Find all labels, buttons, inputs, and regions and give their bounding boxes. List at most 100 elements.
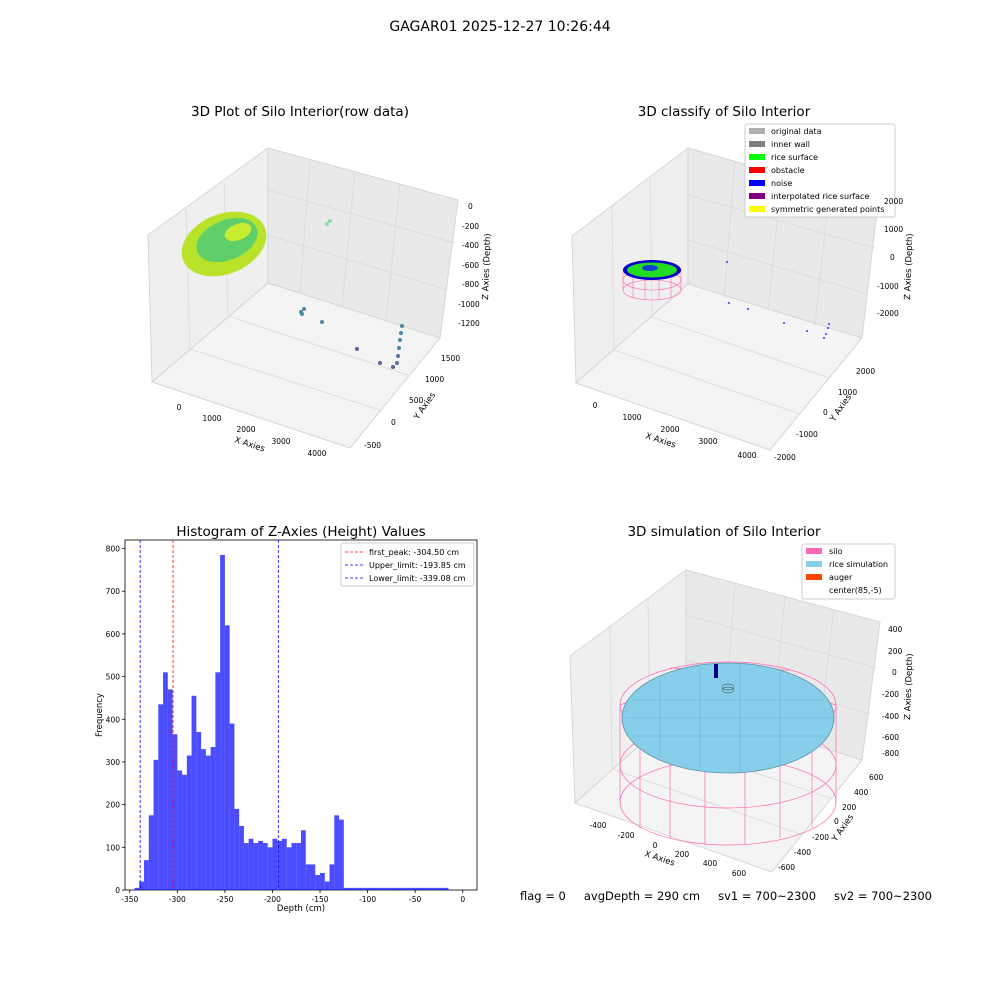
panel2-legend-box	[744, 123, 896, 218]
legend-swatch-auger	[806, 574, 822, 580]
panel1-x-ticks: 0 1000 2000 3000 4000	[177, 403, 327, 458]
panel1-ytick: 0	[391, 418, 396, 427]
histogram-ytick-label: 100	[106, 843, 121, 852]
panel2-ztick: 2000	[884, 197, 903, 206]
panel2-floor-pane	[575, 283, 863, 451]
legend-label-center: center(85,-5)	[829, 586, 882, 595]
panel2-zlabel: Z Axies (Depth)	[903, 233, 915, 300]
histogram-bar	[429, 887, 435, 890]
panel-histogram: Histogram of Z-Axies (Height) Values -35…	[95, 524, 478, 914]
panel1-ytick: 1500	[441, 354, 460, 363]
legend-label-rice-simulation: rice simulation	[829, 560, 888, 569]
histogram-bar	[305, 864, 311, 890]
panel1-ztick: -1200	[458, 319, 480, 328]
histogram-bar	[277, 840, 282, 890]
histogram-bar	[362, 887, 368, 890]
panel2-ytick: 0	[823, 408, 828, 417]
histogram-bar	[381, 887, 387, 890]
histogram-bar	[291, 843, 297, 890]
histogram-bar	[329, 864, 335, 890]
histogram-bar	[410, 887, 416, 890]
histogram-bar	[267, 847, 273, 890]
panel1-ytick: -500	[364, 441, 381, 450]
histogram-x-ticks: -350 -300 -250 -200 -150 -100 -50 0	[121, 890, 465, 904]
panel2-ztick: 1000	[884, 225, 903, 234]
panel1-title: 3D Plot of Silo Interior(row data)	[191, 104, 409, 120]
panel2-y-ticks: -2000 -1000 0 1000 2000	[774, 367, 875, 462]
panel2-ylabel: Y Axies	[828, 392, 855, 424]
histogram-ytick-label: 700	[106, 587, 121, 596]
panel4-ztick: 200	[888, 647, 903, 656]
histogram-bar	[281, 838, 287, 890]
histogram-ytick-label: 300	[106, 758, 121, 767]
legend-label-auger: auger	[829, 573, 853, 582]
histogram-legend-label: Lower_limit: -339.08 cm	[369, 574, 466, 583]
panel4-ytick: 0	[834, 817, 839, 826]
histogram-xtick-label: -300	[169, 895, 186, 904]
histogram-bar	[220, 554, 225, 890]
legend-swatch-inner-wall	[749, 141, 765, 147]
legend-swatch-rice-surface	[749, 154, 765, 160]
legend-swatch-silo	[806, 548, 822, 554]
histogram-bar	[215, 672, 221, 890]
panel2-ztick: -1000	[877, 282, 899, 291]
histogram-bar	[348, 887, 354, 890]
panel4-auger-coil	[721, 683, 735, 694]
histogram-bar	[296, 843, 301, 890]
histogram-ytick-label: 800	[106, 545, 121, 554]
panel4-legend: silo rice simulation auger center(85,-5)	[801, 543, 896, 600]
histogram-bar	[315, 875, 321, 890]
histogram-xtick-label: -150	[312, 895, 329, 904]
histogram-legend-label: Upper_limit: -193.85 cm	[369, 561, 466, 570]
panel2-xtick: 0	[593, 401, 598, 410]
panel2-ytick: 1000	[838, 388, 857, 397]
panel1-z-ticks: 0 -200 -400 -600 -800 -1000 -1200	[458, 202, 480, 328]
panel1-xtick: 0	[177, 403, 182, 412]
panel2-ytick: -2000	[774, 453, 796, 462]
legend-swatch-noise	[749, 180, 765, 186]
legend-label-rice-surface: rice surface	[771, 153, 818, 162]
histogram-bar	[372, 887, 378, 890]
panel4-ztick: -600	[882, 733, 899, 742]
panel4-xtick: -400	[589, 821, 606, 830]
panel2-ytick: -1000	[796, 430, 818, 439]
histogram-bar	[191, 695, 197, 890]
panel2-ytick: 2000	[856, 367, 875, 376]
histogram-bar	[163, 672, 168, 890]
histogram-bar	[320, 872, 325, 890]
panel2-legend: original data inner wall rice surface ob…	[744, 123, 896, 218]
panel4-ztick: 400	[888, 625, 903, 634]
panel2-xtick: 2000	[660, 425, 679, 434]
legend-swatch-original	[749, 128, 765, 134]
panel4-ytick: 400	[854, 788, 869, 797]
histogram-bar	[324, 881, 330, 890]
histogram-bar	[153, 759, 159, 890]
histogram-ytick-label: 400	[106, 715, 121, 724]
panel4-legend-box	[801, 543, 896, 600]
panel-raw-data-3d: 3D Plot of Silo Interior(row data) 0	[147, 104, 493, 458]
histogram-bar	[167, 689, 173, 890]
legend-label-noise: noise	[771, 179, 792, 188]
legend-label-interpolated: interpolated rice surface	[771, 192, 869, 201]
panel1-ztick: 0	[468, 202, 473, 211]
panel1-ytick: 500	[409, 396, 424, 405]
histogram-bar	[186, 755, 192, 890]
panel4-ytick: 200	[842, 803, 857, 812]
histogram-bar	[182, 774, 187, 890]
histogram-bar	[239, 825, 244, 890]
panel4-ztick: -200	[882, 690, 899, 699]
panel1-y-ticks: -500 0 500 1000 1500	[364, 354, 460, 450]
histogram-ylabel: Frequency	[95, 693, 105, 737]
panel2-xtick: 1000	[622, 413, 641, 422]
histogram-bar	[377, 887, 382, 890]
histogram-bar	[234, 808, 240, 890]
histogram-bar	[353, 887, 359, 890]
histogram-bar	[210, 747, 216, 890]
histogram-bar	[301, 830, 306, 890]
footer-flag: flag = 0	[520, 889, 566, 903]
legend-swatch-symmetric	[749, 206, 765, 212]
histogram-bar	[443, 887, 449, 890]
legend-label-obstacle: obstacle	[771, 166, 805, 175]
histogram-xtick-label: -200	[264, 895, 281, 904]
